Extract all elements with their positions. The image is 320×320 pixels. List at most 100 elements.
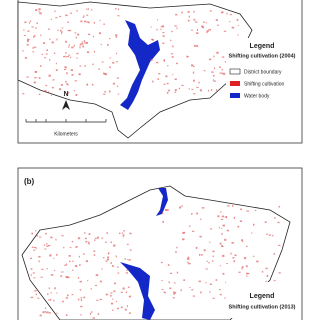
speckle (93, 50, 96, 53)
legend: Legend Shifting cultivation (2013) (226, 282, 300, 318)
speckle (94, 284, 98, 287)
speckle (195, 45, 199, 47)
speckle (65, 14, 68, 17)
speckle (232, 257, 235, 259)
speckle (122, 235, 124, 238)
speckle (66, 72, 68, 75)
speckle (92, 63, 94, 65)
speckle (206, 260, 208, 262)
speckle (65, 314, 68, 316)
speckle (84, 64, 86, 67)
speckle (254, 209, 257, 211)
speckle (176, 271, 179, 274)
speckle (199, 253, 201, 256)
speckle (176, 62, 178, 65)
speckle (56, 312, 58, 314)
speckle (27, 30, 30, 32)
speckle (183, 279, 186, 281)
speckle (56, 253, 58, 256)
speckle (36, 22, 38, 25)
speckle (117, 15, 120, 17)
speckle (226, 229, 229, 232)
speckle (222, 72, 226, 75)
speckle (128, 259, 131, 261)
speckle (66, 276, 69, 279)
speckle (49, 298, 52, 301)
speckle (167, 209, 169, 211)
speckle (103, 93, 106, 95)
speckle (164, 208, 168, 211)
speckle (212, 255, 214, 258)
speckle (85, 240, 88, 243)
speckle (176, 246, 178, 249)
speckle (62, 271, 64, 273)
speckle (209, 241, 211, 243)
speckle (191, 230, 195, 232)
speckle (86, 84, 88, 86)
speckle (128, 295, 132, 298)
speckle (193, 44, 196, 47)
speckle (246, 272, 249, 275)
speckle (53, 269, 56, 272)
speckle (203, 21, 205, 24)
speckle (226, 12, 228, 15)
speckle (40, 276, 43, 278)
speckle (233, 216, 236, 219)
speckle (80, 297, 83, 299)
speckle (106, 258, 110, 261)
speckle (71, 46, 74, 49)
speckle (111, 265, 114, 267)
speckle (191, 64, 194, 67)
speckle (63, 55, 66, 58)
speckle (209, 291, 211, 293)
speckle (31, 246, 34, 248)
north-label: N (63, 91, 68, 98)
speckle (33, 249, 36, 251)
legend-item: Shifting cultivation (244, 81, 285, 87)
speckle (219, 293, 222, 296)
speckle (45, 243, 48, 245)
speckle (84, 232, 86, 234)
speckle (99, 19, 101, 21)
scale-line (25, 119, 107, 123)
speckle (27, 40, 29, 43)
speckle (158, 73, 161, 75)
speckle (43, 244, 46, 246)
speckle (67, 29, 70, 32)
speckle (103, 23, 105, 25)
speckle (127, 286, 130, 288)
legend-title: Legend (250, 293, 275, 300)
speckle (79, 264, 81, 266)
speckle (47, 293, 49, 296)
speckle (187, 10, 190, 13)
speckle (278, 205, 280, 208)
speckle (129, 232, 132, 235)
speckle (268, 234, 271, 236)
speckle (168, 281, 170, 284)
speckle (273, 253, 276, 255)
speckle (93, 21, 96, 24)
speckle (120, 306, 123, 309)
speckle (61, 31, 63, 33)
speckle (127, 258, 129, 260)
speckle (234, 254, 237, 257)
speckle (178, 87, 181, 90)
speckle (215, 279, 218, 281)
speckle (70, 12, 72, 15)
speckle (210, 228, 212, 230)
speckle (35, 293, 37, 296)
speckle (195, 247, 198, 249)
speckle (223, 30, 227, 32)
speckle (166, 91, 169, 94)
speckle (191, 88, 194, 90)
speckle (76, 10, 78, 12)
speckle (219, 72, 222, 74)
speckle (162, 220, 164, 223)
speckle (80, 305, 83, 308)
speckle (205, 268, 208, 270)
speckle (117, 272, 120, 274)
speckle (167, 65, 169, 67)
speckle (174, 78, 177, 81)
speckle (216, 24, 220, 26)
speckle (256, 260, 259, 263)
